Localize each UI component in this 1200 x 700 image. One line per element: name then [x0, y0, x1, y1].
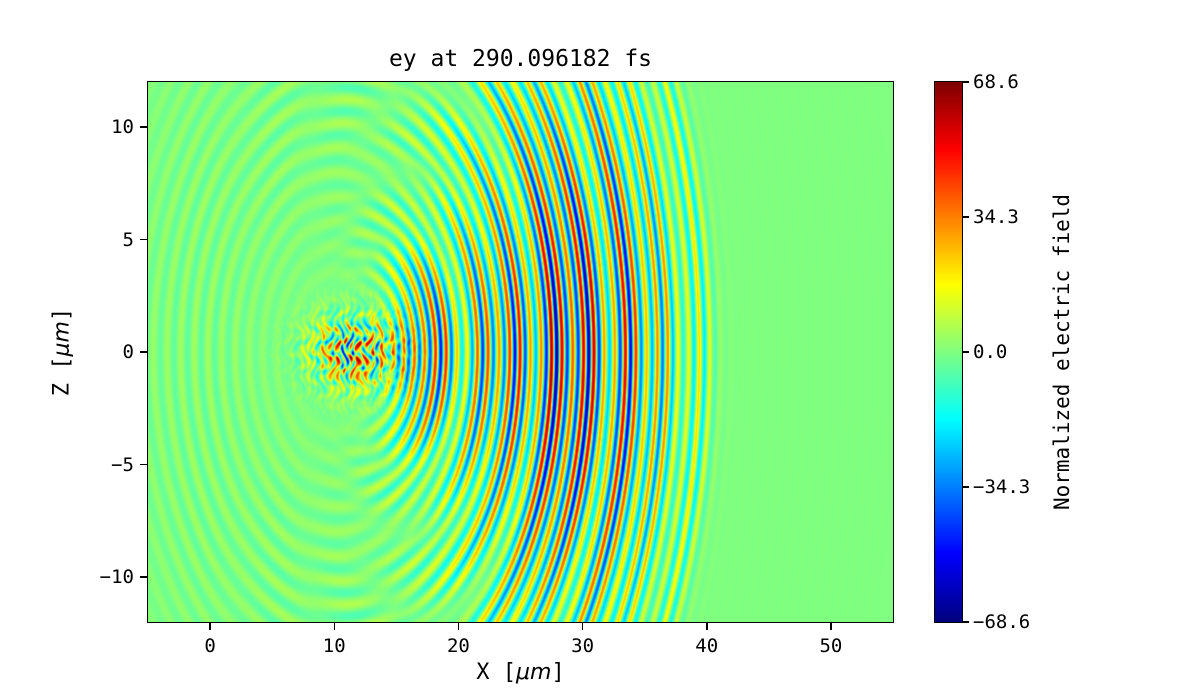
- y-tick-label: 5: [122, 228, 134, 251]
- x-tick-label: 20: [446, 635, 470, 657]
- colorbar: [934, 81, 963, 623]
- y-tick: [140, 576, 148, 578]
- x-tick-label: 50: [819, 635, 843, 657]
- x-tick: [333, 622, 335, 630]
- y-tick-label: −5: [111, 453, 134, 476]
- x-tick: [830, 622, 832, 630]
- plot-area: [147, 81, 894, 623]
- y-tick-label: 10: [111, 116, 134, 138]
- colorbar-tick: [962, 621, 969, 623]
- colorbar-tick-label: 68.6: [973, 71, 1019, 93]
- x-axis-label-mu: μm: [516, 660, 552, 685]
- x-tick-label: 30: [571, 635, 595, 657]
- x-tick-label: 10: [322, 635, 346, 657]
- y-axis-label-post: ]: [49, 307, 75, 322]
- y-tick-label: 0: [122, 341, 134, 363]
- y-tick: [140, 126, 148, 128]
- colorbar-label: Normalized electric field: [1050, 193, 1074, 511]
- colorbar-tick-label: −68.6: [973, 611, 1031, 633]
- x-axis-label-post: ]: [551, 660, 565, 685]
- colorbar-tick: [962, 351, 969, 353]
- x-tick: [706, 622, 708, 630]
- y-tick-label: −10: [99, 566, 134, 588]
- colorbar-tick: [962, 486, 969, 488]
- plot-title: ey at 290.096182 fs: [388, 46, 653, 72]
- x-tick-label: 40: [695, 635, 719, 657]
- colorbar-tick-label: 0.0: [973, 341, 1008, 363]
- x-tick: [457, 622, 460, 630]
- y-tick: [140, 351, 148, 353]
- x-tick: [209, 622, 211, 630]
- x-axis-label: X [μm]: [148, 660, 893, 685]
- colorbar-canvas: [935, 82, 962, 622]
- colorbar-tick-label: −34.3: [973, 476, 1031, 498]
- x-tick-label: 0: [204, 635, 216, 657]
- x-axis-label-pre: X [: [476, 660, 517, 685]
- colorbar-tick-label: 34.3: [973, 206, 1019, 228]
- heatmap-canvas: [148, 82, 893, 622]
- x-tick: [581, 622, 584, 630]
- colorbar-tick: [962, 81, 969, 83]
- y-tick: [140, 463, 148, 466]
- colorbar-tick: [962, 216, 969, 218]
- y-tick: [140, 238, 148, 241]
